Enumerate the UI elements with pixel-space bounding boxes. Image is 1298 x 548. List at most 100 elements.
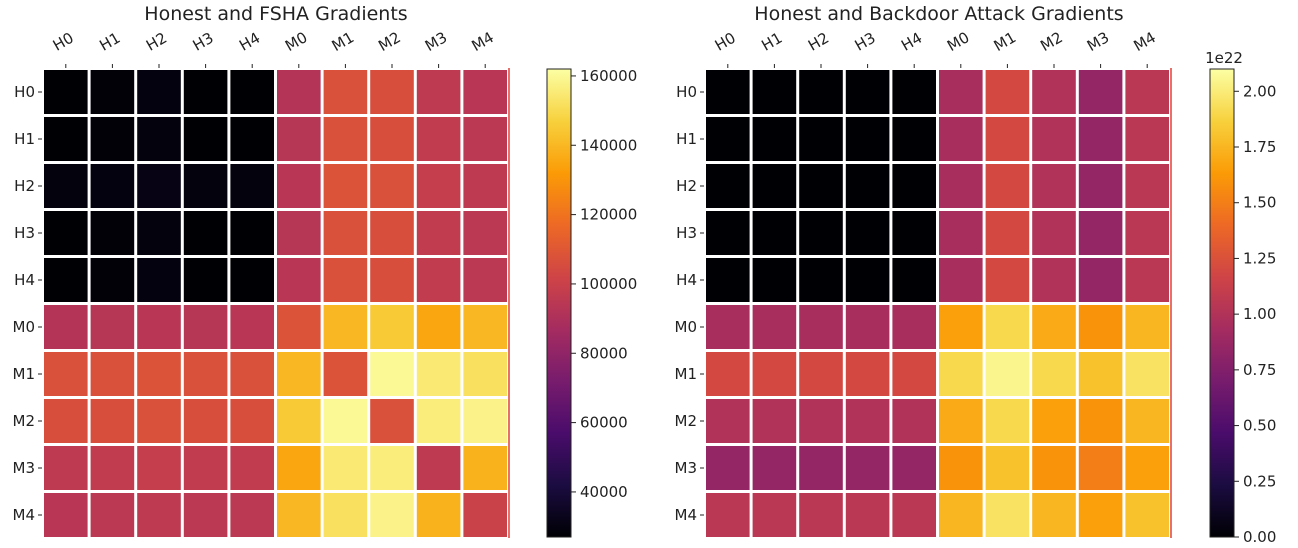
heatmap-cell-h0-m3 [1078, 70, 1123, 114]
heatmap-cell-m3-m1 [323, 446, 368, 490]
heatmap-cell-m0-m4 [463, 305, 507, 349]
heatmap-cell-h3-m4 [463, 211, 507, 255]
heatmap-cell-h3-m2 [370, 211, 414, 255]
heatmap-cell-h3-h4 [892, 211, 936, 255]
heatmap-cell-m4-m0 [277, 493, 321, 537]
heatmap-cell-h2-m1 [323, 164, 368, 208]
heatmap-cell-h1-h2 [137, 117, 181, 161]
colorbar-tick-label: 1.75 [1243, 138, 1276, 156]
heatmap-cell-h1-m3 [416, 117, 461, 161]
colorbar-gradient [1209, 68, 1235, 538]
heatmap-cell-m3-m0 [277, 446, 321, 490]
heatmap-cell-h3-h0 [44, 211, 88, 255]
heatmap-cell-m2-h4 [892, 399, 936, 443]
heatmap-cell-h0-m0 [277, 70, 321, 114]
heatmap-cell-h2-m2 [1032, 164, 1076, 208]
x-tick-label: M1 [329, 28, 357, 55]
heatmap-cell-h1-m0 [277, 117, 321, 161]
heatmap-cell-h4-h1 [90, 258, 135, 302]
heatmap-cell-m0-h0 [44, 305, 88, 349]
heatmap-cell-m0-m2 [370, 305, 414, 349]
heatmap-cell-m3-m1 [985, 446, 1030, 490]
heatmap-cell-h1-h3 [845, 117, 890, 161]
heatmap-cell-m4-h1 [90, 493, 135, 537]
y-tick-label: H2 [14, 177, 35, 195]
heatmap-cell-h4-h0 [44, 258, 88, 302]
colorbar-gradient [546, 68, 572, 538]
heatmap-cell-m2-h0 [44, 399, 88, 443]
heatmap-cell-h4-m4 [463, 258, 507, 302]
x-tick-label: H1 [96, 29, 123, 55]
heatmap-cell-m2-h2 [137, 399, 181, 443]
heatmap-cell-h3-h4 [230, 211, 274, 255]
heatmap-cell-h3-h1 [752, 211, 797, 255]
heatmap-cell-h2-m3 [416, 164, 461, 208]
heatmap-cell-h3-h3 [183, 211, 228, 255]
heatmap-cell-m2-h3 [183, 399, 228, 443]
heatmap-cell-m3-h3 [845, 446, 890, 490]
heatmap-cell-m2-h1 [752, 399, 797, 443]
colorbar-tick-label: 0.00 [1243, 528, 1276, 546]
heatmap-cell-h4-m0 [939, 258, 983, 302]
heatmap-cell-m2-h2 [799, 399, 843, 443]
heatmap-cell-h3-m0 [277, 211, 321, 255]
heatmap-cells [706, 68, 1172, 538]
heatmap-cell-h4-m2 [370, 258, 414, 302]
heatmap-cell-m4-h3 [183, 493, 228, 537]
heatmap-cell-m4-m2 [1032, 493, 1076, 537]
heatmap-cell-m3-h0 [44, 446, 88, 490]
heatmap-cell-h2-h0 [44, 164, 88, 208]
x-tick-label: M4 [1130, 28, 1158, 55]
heatmap-cell-h4-m3 [416, 258, 461, 302]
y-tick-label: H0 [14, 83, 35, 101]
heatmap-cell-h1-m1 [985, 117, 1030, 161]
heatmap-cell-m1-h3 [183, 352, 228, 396]
x-tick-label: H0 [712, 29, 739, 55]
heatmap-cell-m0-h1 [752, 305, 797, 349]
colorbar-tick-label: 0.75 [1243, 361, 1276, 379]
heatmap-cell-m3-h1 [752, 446, 797, 490]
y-tick-label: H4 [676, 271, 697, 289]
chart-title: Honest and FSHA Gradients [144, 3, 407, 25]
heatmap-cell-m3-h2 [137, 446, 181, 490]
heatmap-cell-m4-h0 [706, 493, 750, 537]
heatmap-cell-m0-m1 [323, 305, 368, 349]
heatmap-cell-m1-m3 [1078, 352, 1123, 396]
heatmap-cell-h1-h0 [706, 117, 750, 161]
heatmap-cell-h0-m3 [416, 70, 461, 114]
colorbar-offset-label: 1e22 [1205, 49, 1243, 67]
heatmap-cell-h0-h1 [90, 70, 135, 114]
heatmap-cell-m4-m0 [939, 493, 983, 537]
colorbar-tick-label: 1.25 [1243, 249, 1276, 267]
heatmap-cell-m2-m0 [277, 399, 321, 443]
heatmap-cell-h3-m3 [1078, 211, 1123, 255]
heatmap-cell-h4-m4 [1125, 258, 1169, 302]
chart-title: Honest and Backdoor Attack Gradients [754, 3, 1123, 25]
x-tick-label: H1 [758, 29, 785, 55]
heatmap-cell-m1-m3 [416, 352, 461, 396]
heatmap-cell-m4-m3 [416, 493, 461, 537]
heatmap-cell-m0-m0 [277, 305, 321, 349]
heatmap-cell-h1-h2 [799, 117, 843, 161]
y-tick-label: M0 [675, 318, 698, 336]
heatmap-cell-m2-m2 [1032, 399, 1076, 443]
heatmap-cell-m4-m2 [370, 493, 414, 537]
heatmap-cell-m2-h4 [230, 399, 274, 443]
heatmap-cell-h4-h4 [892, 258, 936, 302]
heatmap-cell-m1-h2 [137, 352, 181, 396]
y-tick-label: H3 [676, 224, 697, 242]
heatmap-cell-h4-m1 [323, 258, 368, 302]
heatmap-cell-m3-m3 [1078, 446, 1123, 490]
heatmap-cell-h0-m2 [370, 70, 414, 114]
heatmap-cell-m1-m4 [463, 352, 507, 396]
heatmap-cell-h3-h3 [845, 211, 890, 255]
heatmap-cell-h2-h3 [845, 164, 890, 208]
heatmap-cell-m4-h1 [752, 493, 797, 537]
x-tick-label: H4 [236, 29, 263, 55]
heatmap-cell-h1-h4 [892, 117, 936, 161]
colorbar-tick-label: 40000 [580, 483, 628, 501]
heatmap-cell-h2-h4 [892, 164, 936, 208]
heatmap-cell-h2-m4 [1125, 164, 1169, 208]
heatmap-cell-h1-h0 [44, 117, 88, 161]
heatmap-cell-m0-h2 [799, 305, 843, 349]
